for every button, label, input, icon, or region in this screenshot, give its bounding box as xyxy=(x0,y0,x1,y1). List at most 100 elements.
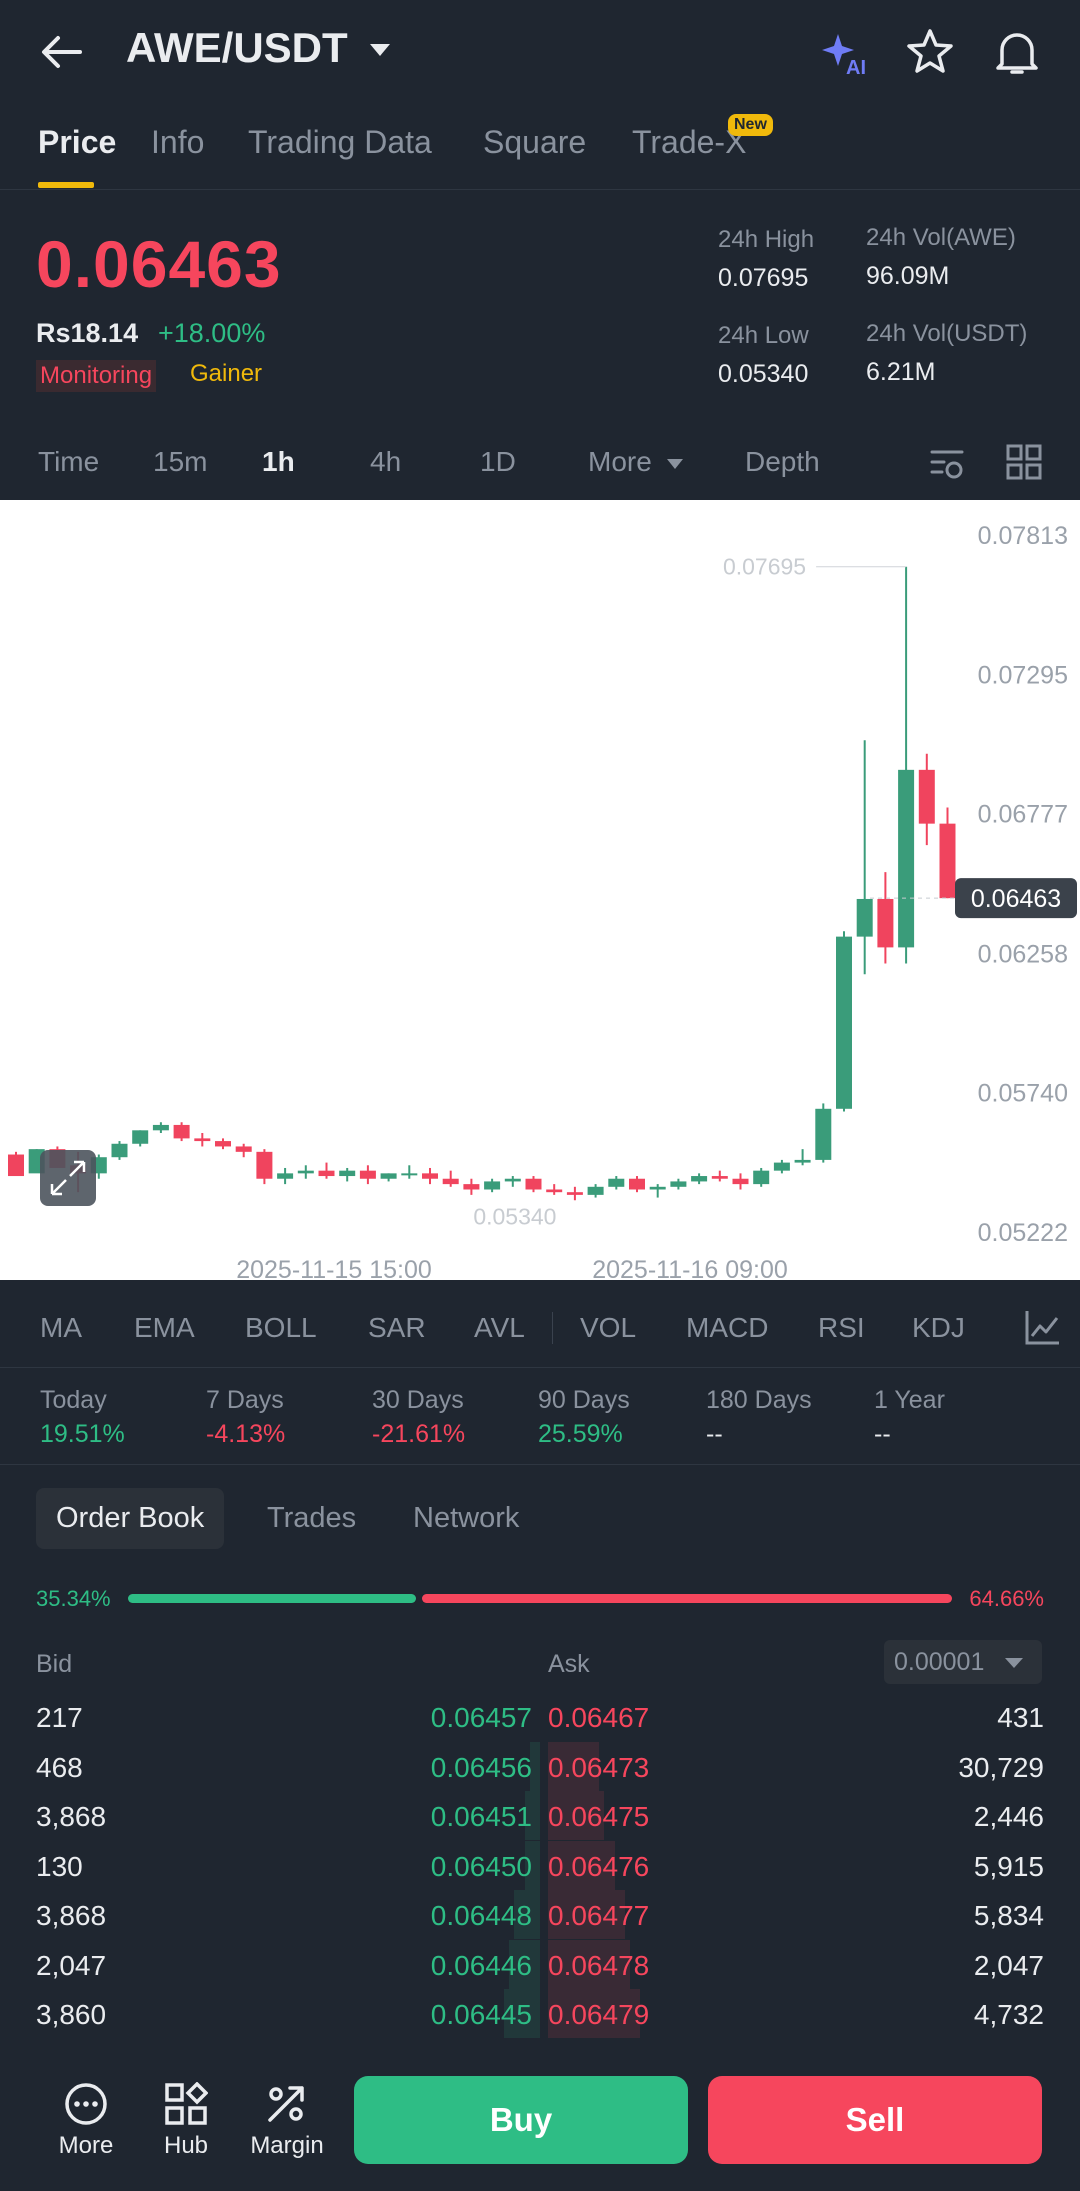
tab-info[interactable]: Info xyxy=(151,124,205,160)
sell-button[interactable]: Sell xyxy=(708,2076,1042,2164)
order-book-row[interactable]: 468 0.06456 0.06473 30,729 xyxy=(0,1741,1080,1791)
bell-icon[interactable] xyxy=(994,28,1040,76)
perf-label-7d: 7 Days xyxy=(206,1386,284,1414)
candle-body xyxy=(194,1138,211,1142)
hub-icon xyxy=(165,2082,208,2125)
chevron-down-icon[interactable] xyxy=(368,42,392,58)
order-book-row[interactable]: 3,868 0.06451 0.06475 2,446 xyxy=(0,1791,1080,1840)
order-book-row[interactable]: 2,047 0.06446 0.06478 2,047 xyxy=(0,1939,1080,1989)
gainer-tag[interactable]: Gainer xyxy=(190,360,263,387)
candle-body xyxy=(939,823,956,899)
perf-label-90d: 90 Days xyxy=(538,1386,630,1414)
vol-base-label: 24h Vol(AWE) xyxy=(866,224,1016,251)
bid-price: 0.06450 xyxy=(430,1850,532,1882)
candle-body xyxy=(173,1124,190,1139)
ask-depth-bar xyxy=(548,1741,600,1791)
tab-trade-x[interactable]: Trade-X xyxy=(632,124,747,160)
ask-depth-bar xyxy=(548,1989,641,2038)
interval-time[interactable]: Time xyxy=(38,446,100,477)
indicator-kdj[interactable]: KDJ xyxy=(912,1312,965,1343)
buy-button[interactable]: Buy xyxy=(354,2076,688,2164)
more-dots-icon xyxy=(65,2083,107,2125)
indicator-bar: MA EMA BOLL SAR AVL VOL MACD RSI KDJ xyxy=(0,1282,1080,1368)
indicator-vol[interactable]: VOL xyxy=(580,1312,637,1343)
bid-depth-bar xyxy=(509,1939,540,1989)
bid-qty: 3,868 xyxy=(36,1801,107,1832)
low-marker-label: 0.05340 xyxy=(473,1203,556,1229)
monitoring-tag[interactable]: Monitoring xyxy=(36,360,157,392)
ask-header: Ask xyxy=(548,1650,590,1678)
interval-1d[interactable]: 1D xyxy=(480,446,516,477)
indicator-divider xyxy=(552,1312,553,1344)
star-icon[interactable] xyxy=(906,28,954,74)
indicator-rsi[interactable]: RSI xyxy=(818,1312,865,1343)
tab-trading-data[interactable]: Trading Data xyxy=(248,124,432,160)
ask-price: 0.06476 xyxy=(548,1850,650,1882)
chart-svg[interactable]: 0.07813 0.07295 0.06777 0.06258 0.05740 0.052… xyxy=(0,500,1080,1284)
ask-qty: 2,446 xyxy=(973,1801,1044,1832)
tab-network[interactable]: Network xyxy=(413,1502,520,1534)
bid-price: 0.06446 xyxy=(430,1949,532,1981)
interval-15m[interactable]: 15m xyxy=(153,446,208,477)
candlestick-chart[interactable]: 0.07813 0.07295 0.06777 0.06258 0.05740 0.052… xyxy=(0,500,1080,1284)
interval-4h[interactable]: 4h xyxy=(370,446,402,477)
indicator-avl[interactable]: AVL xyxy=(474,1312,525,1343)
tab-price[interactable]: Price xyxy=(38,124,117,160)
candle-body xyxy=(504,1178,521,1182)
indicator-boll[interactable]: BOLL xyxy=(245,1312,317,1343)
candle-body xyxy=(918,769,935,824)
interval-more[interactable]: More xyxy=(588,446,652,477)
svg-text:AI: AI xyxy=(846,57,866,78)
precision-chevron-icon xyxy=(1005,1658,1023,1668)
precision-select[interactable]: 0.00001 xyxy=(884,1640,1042,1684)
ask-qty: 4,732 xyxy=(973,1999,1044,2030)
interval-bar: Time 15m 1h 4h 1D More Depth xyxy=(0,428,1080,500)
tab-trades[interactable]: Trades xyxy=(267,1502,357,1534)
ask-depth-bar xyxy=(548,1791,605,1840)
ask-price: 0.06467 xyxy=(548,1702,650,1733)
ask-qty: 5,834 xyxy=(973,1900,1044,1931)
bid-header: Bid xyxy=(36,1650,73,1678)
interval-1h[interactable]: 1h xyxy=(262,446,295,477)
order-book-row[interactable]: 3,868 0.06448 0.06477 5,834 xyxy=(0,1890,1080,1939)
indicator-ema[interactable]: EMA xyxy=(134,1312,195,1343)
chart-settings-icon[interactable] xyxy=(928,444,966,482)
ai-sparkle-icon[interactable]: AI xyxy=(822,30,872,78)
indicator-ma[interactable]: MA xyxy=(40,1312,82,1343)
indicator-sar[interactable]: SAR xyxy=(368,1312,426,1343)
fullscreen-arrows-icon xyxy=(50,1160,86,1196)
bid-qty: 3,868 xyxy=(36,1900,107,1931)
new-badge: New xyxy=(728,114,773,136)
back-arrow-icon[interactable] xyxy=(40,34,84,70)
low-label: 24h Low xyxy=(718,322,809,349)
tab-square[interactable]: Square xyxy=(483,124,587,160)
candle-body xyxy=(566,1192,583,1195)
pair-title[interactable]: AWE/USDT xyxy=(126,24,348,71)
order-book-row[interactable]: 217 0.06457 0.06467 431 xyxy=(0,1692,1080,1741)
ask-price: 0.06473 xyxy=(548,1751,650,1783)
header: AWE/USDT AI Price Info Trading Data Squa… xyxy=(0,0,1080,190)
layout-grid-icon[interactable] xyxy=(1006,444,1042,480)
candle-body xyxy=(691,1176,708,1182)
candle-body xyxy=(359,1170,376,1179)
candle-body xyxy=(877,898,894,948)
bid-price: 0.06445 xyxy=(430,1999,532,2030)
bid-qty: 217 xyxy=(36,1702,83,1733)
fullscreen-icon[interactable] xyxy=(40,1150,96,1206)
candle-body xyxy=(422,1173,438,1179)
order-book-row[interactable]: 130 0.06450 0.06476 5,915 xyxy=(0,1840,1080,1890)
hub-label: Hub xyxy=(163,2132,209,2159)
section-divider xyxy=(0,1464,1080,1465)
order-book-row[interactable]: 3,860 0.06445 0.06479 4,732 xyxy=(0,1989,1080,2038)
x-axis-label: 2025-11-16 09:00 xyxy=(592,1256,788,1280)
y-tick-label: 0.06777 xyxy=(978,801,1068,829)
candle-body xyxy=(711,1176,728,1179)
tab-order-book[interactable]: Order Book xyxy=(36,1488,225,1549)
indicator-settings-icon[interactable] xyxy=(1024,1308,1062,1346)
ask-price: 0.06478 xyxy=(548,1949,650,1981)
interval-depth[interactable]: Depth xyxy=(745,446,820,477)
indicator-macd[interactable]: MACD xyxy=(686,1312,769,1343)
ask-qty: 431 xyxy=(997,1702,1044,1733)
bid-price: 0.06457 xyxy=(430,1702,532,1733)
candle-body xyxy=(380,1173,397,1179)
